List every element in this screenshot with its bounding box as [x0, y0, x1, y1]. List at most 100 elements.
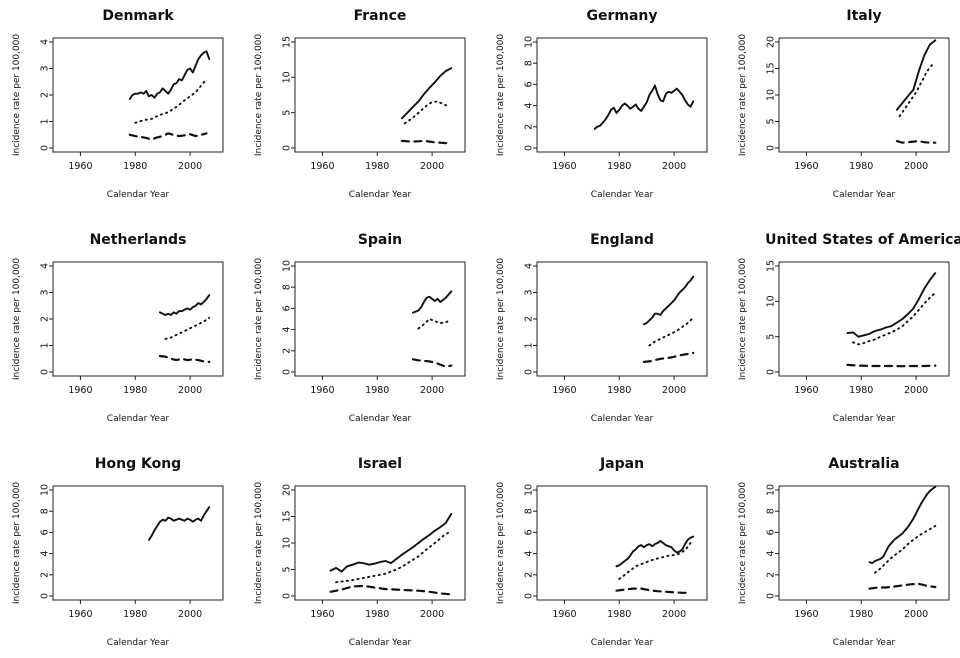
- y-tick-label: 2: [39, 92, 50, 98]
- x-tick-label: 2000: [420, 161, 444, 172]
- series-line-dotted: [134, 78, 208, 124]
- panel-united-states-of-america: United States of America 0 5 10 15 1960 1980 20…: [738, 232, 960, 424]
- series-line-dotted: [335, 529, 453, 584]
- y-axis-label: Incidence rate per 100,000: [12, 258, 22, 381]
- panel-title: Germany: [586, 8, 657, 24]
- y-tick-label: 8: [523, 60, 534, 66]
- y-tick-label: 6: [39, 529, 50, 535]
- y-tick-label: 2: [523, 124, 534, 130]
- plot-frame: [536, 485, 708, 601]
- x-axis-label: Calendar Year: [833, 190, 896, 200]
- y-tick-label: 15: [765, 260, 776, 272]
- panel-japan: Japan 0 2 4 6 8 10 1960 1980 2000 Calendar Year Inc…: [496, 456, 708, 648]
- y-tick-label: 5: [765, 334, 776, 340]
- plot-frame: [778, 261, 950, 377]
- x-axis-label: Calendar Year: [833, 414, 896, 424]
- x-tick-label: 1980: [123, 609, 147, 620]
- series-line-dashed: [868, 582, 937, 590]
- y-tick-label: 0: [39, 593, 50, 599]
- y-axis-label: Incidence rate per 100,000: [496, 482, 506, 605]
- y-tick-label: 4: [39, 551, 50, 557]
- y-tick-label: 10: [281, 260, 292, 272]
- series-line-dotted: [874, 525, 937, 574]
- series-line-solid: [615, 535, 695, 568]
- panel-title: Hong Kong: [95, 456, 181, 472]
- x-tick-label: 1980: [123, 385, 147, 396]
- series-line-dotted: [852, 291, 937, 346]
- y-tick-label: 5: [281, 110, 292, 116]
- x-tick-label: 2000: [904, 609, 928, 620]
- x-tick-label: 2000: [904, 161, 928, 172]
- plot-frame: [536, 261, 708, 377]
- x-axis-label: Calendar Year: [107, 414, 170, 424]
- x-tick-label: 1980: [607, 609, 631, 620]
- y-tick-label: 0: [39, 145, 50, 151]
- y-axis-label: Incidence rate per 100,000: [12, 34, 22, 157]
- y-tick-label: 1: [39, 342, 50, 348]
- plot-frame: [536, 37, 708, 153]
- plot-frame: [294, 485, 466, 601]
- y-tick-label: 0: [39, 369, 50, 375]
- panel-germany: Germany 0 2 4 6 8 10 1960 1980 2000 Calendar Year I…: [496, 8, 708, 200]
- x-tick-label: 1980: [607, 161, 631, 172]
- x-tick-label: 2000: [178, 385, 202, 396]
- y-tick-label: 4: [281, 327, 292, 333]
- y-tick-label: 4: [765, 551, 776, 557]
- x-tick-label: 1980: [365, 385, 389, 396]
- y-tick-label: 20: [765, 36, 776, 48]
- x-axis-label: Calendar Year: [349, 638, 412, 648]
- y-axis-label: Incidence rate per 100,000: [12, 482, 22, 605]
- series-line-dotted: [898, 63, 934, 118]
- y-tick-label: 10: [765, 295, 776, 307]
- panel-italy: Italy 0 5 10 15 20 1960 1980 2000 Calendar Year In…: [738, 8, 950, 200]
- y-tick-label: 6: [765, 529, 776, 535]
- y-tick-label: 5: [765, 118, 776, 124]
- y-tick-label: 15: [765, 62, 776, 74]
- y-tick-label: 10: [39, 484, 50, 496]
- y-tick-label: 4: [39, 263, 50, 269]
- series-line-solid: [846, 272, 937, 338]
- panel-israel: Israel 0 5 10 15 20 1960 1980 2000 Calendar Year I…: [254, 456, 466, 648]
- series-line-solid: [148, 506, 211, 541]
- y-tick-label: 0: [765, 593, 776, 599]
- y-tick-label: 6: [523, 529, 534, 535]
- y-tick-label: 0: [523, 145, 534, 151]
- x-tick-label: 2000: [420, 609, 444, 620]
- x-tick-label: 1960: [552, 161, 576, 172]
- series-line-dashed: [895, 140, 937, 144]
- y-axis-label: Incidence rate per 100,000: [254, 482, 264, 605]
- x-tick-label: 1960: [68, 609, 92, 620]
- panel-title: United States of America: [765, 232, 960, 248]
- x-tick-label: 1960: [794, 609, 818, 620]
- series-line-dotted: [618, 542, 692, 580]
- panel-title: England: [590, 232, 654, 248]
- y-tick-label: 3: [523, 289, 534, 295]
- series-line-solid: [895, 39, 937, 111]
- series-line-solid: [593, 84, 695, 130]
- x-tick-label: 1960: [68, 385, 92, 396]
- x-tick-label: 1960: [68, 161, 92, 172]
- series-line-dashed: [158, 355, 211, 363]
- x-axis-label: Calendar Year: [107, 190, 170, 200]
- x-tick-label: 2000: [662, 161, 686, 172]
- series-line-solid: [128, 50, 211, 100]
- y-tick-label: 8: [39, 508, 50, 514]
- panel-denmark: Denmark 0 1 2 3 4 1960 1980 2000 Calendar Year Inc…: [12, 8, 224, 200]
- series-line-solid: [158, 294, 211, 316]
- x-axis-label: Calendar Year: [349, 190, 412, 200]
- y-tick-label: 0: [523, 369, 534, 375]
- x-tick-label: 1980: [123, 161, 147, 172]
- panel-title: Netherlands: [90, 232, 187, 248]
- y-tick-label: 10: [281, 537, 292, 549]
- panel-netherlands: Netherlands 0 1 2 3 4 1960 1980 2000 Calendar Yea…: [12, 232, 224, 424]
- panel-hong-kong: Hong Kong 0 2 4 6 8 10 1960 1980 2000 Calendar Yea…: [12, 456, 224, 648]
- y-axis-label: Incidence rate per 100,000: [496, 258, 506, 381]
- y-tick-label: 0: [523, 593, 534, 599]
- x-tick-label: 1960: [794, 161, 818, 172]
- panel-title: Denmark: [102, 8, 174, 24]
- y-tick-label: 2: [523, 316, 534, 322]
- y-tick-label: 0: [765, 369, 776, 375]
- x-tick-label: 1960: [794, 385, 818, 396]
- y-tick-label: 2: [765, 572, 776, 578]
- series-line-dotted: [417, 318, 453, 330]
